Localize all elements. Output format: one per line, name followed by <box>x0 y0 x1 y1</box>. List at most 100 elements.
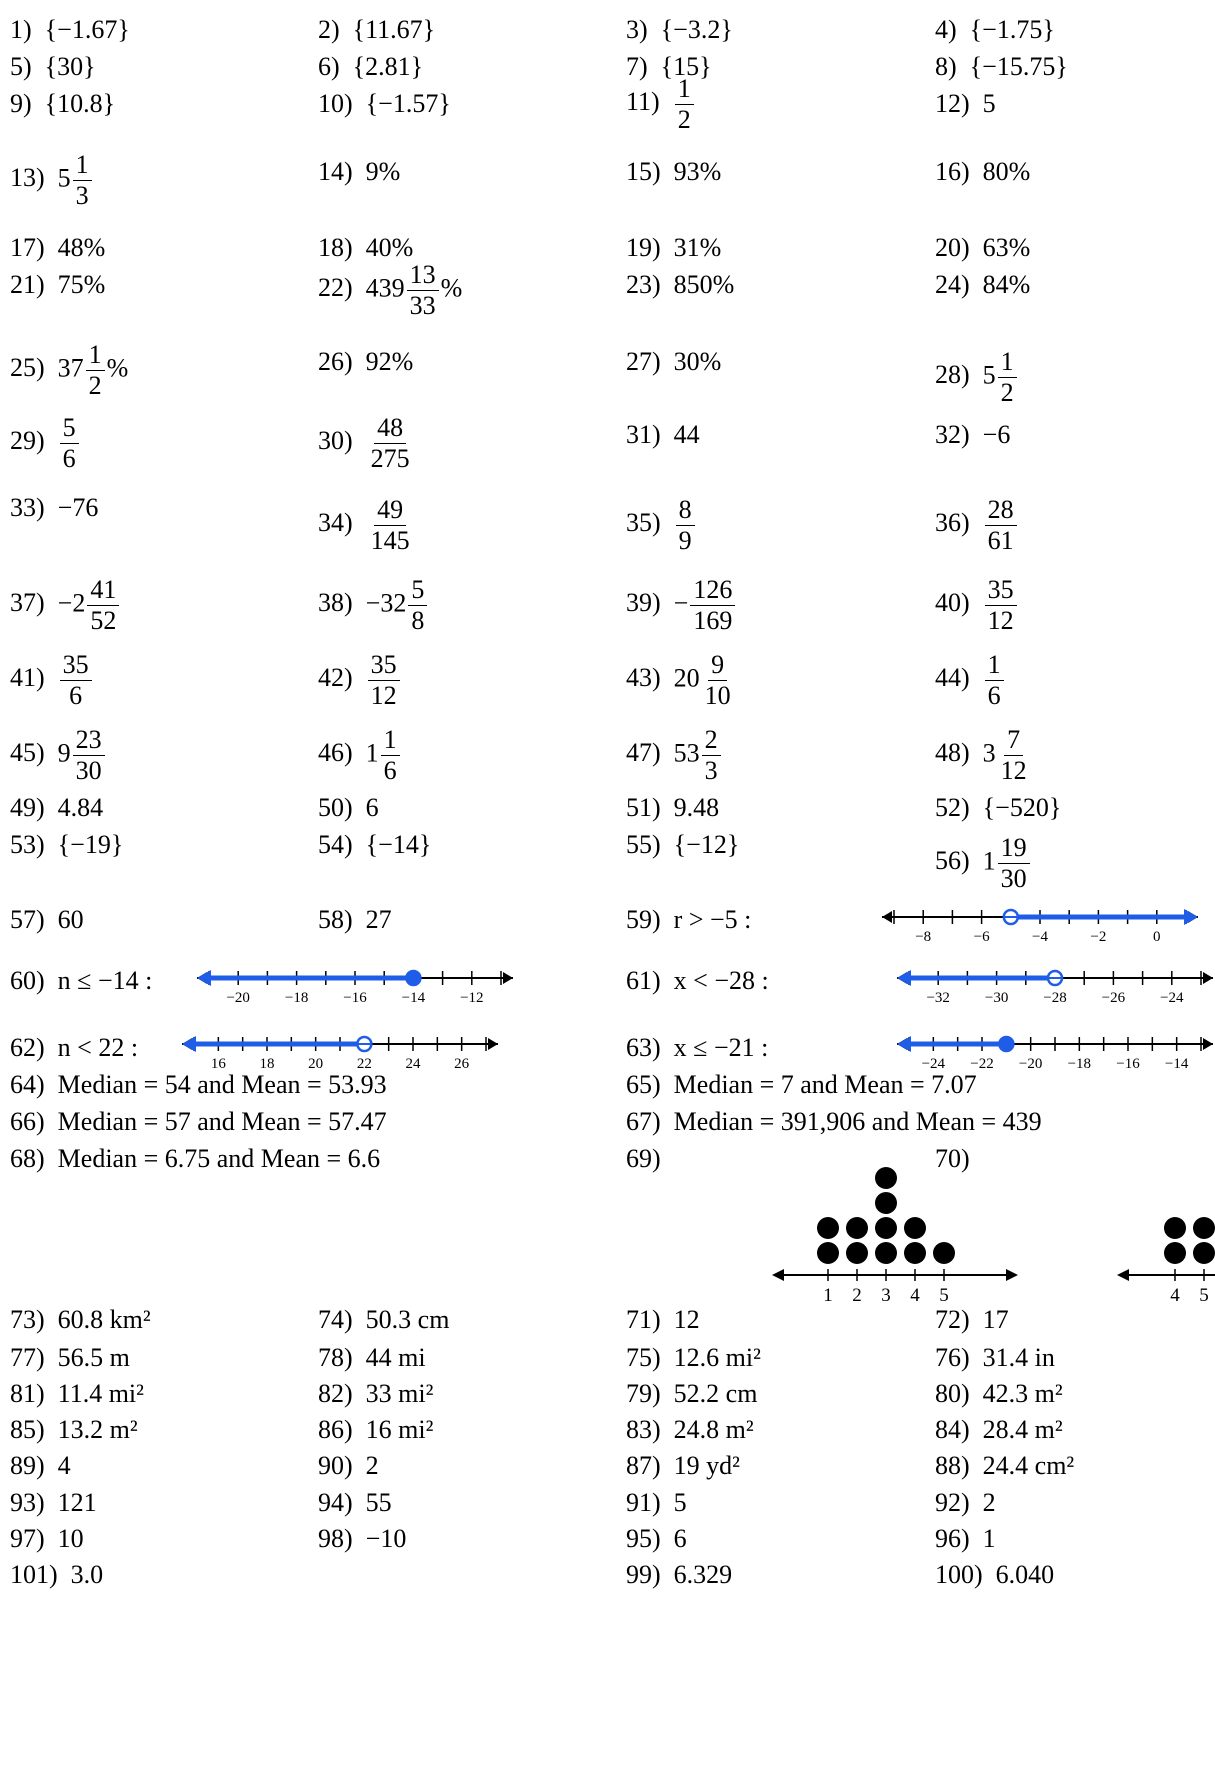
answer-number: 46) <box>318 738 353 768</box>
tick-label: −30 <box>985 990 1008 1006</box>
answer-fraction: 49 145 <box>368 495 413 556</box>
tick-label: 24 <box>406 1056 422 1072</box>
answer-number: 49) <box>10 793 45 822</box>
numerator: 5 <box>408 575 428 606</box>
answer-value: 850% <box>673 270 735 299</box>
answer-value: 19 yd² <box>673 1451 740 1480</box>
answer-value: {11.67} <box>352 15 436 44</box>
answer-fraction: 35 12 <box>984 575 1017 636</box>
answer-number: 27) <box>626 347 661 376</box>
answer-84: 84) 28.4 m² <box>935 1415 1063 1445</box>
answer-1: 1) {−1.67} <box>10 15 130 45</box>
answer-value: 50.3 cm <box>365 1305 450 1334</box>
answer-27: 27) 30% <box>626 347 721 377</box>
answer-value: 24.4 cm² <box>982 1451 1075 1480</box>
arrow-left-icon <box>772 1269 784 1281</box>
answer-value: 6 <box>365 793 379 822</box>
answer-number: 2) <box>318 15 340 44</box>
answer-value: 80% <box>982 157 1031 186</box>
answer-whole: 439 <box>365 273 405 303</box>
answer-number: 37) <box>10 588 45 618</box>
numerator: 2 <box>701 725 721 756</box>
answer-76: 76) 31.4 in <box>935 1343 1055 1373</box>
answer-value: 24.8 m² <box>673 1415 754 1444</box>
answer-value: 56.5 m <box>57 1343 130 1372</box>
answer-fraction: 13 33 <box>406 260 439 321</box>
tick-label: 18 <box>260 1056 275 1072</box>
answer-19: 19) 31% <box>626 233 721 263</box>
tick-label: −24 <box>1160 990 1184 1006</box>
numerator: 7 <box>1004 725 1024 756</box>
answer-whole: 3 <box>982 738 996 768</box>
answer-value: 33 mi² <box>365 1379 434 1408</box>
answer-36: 36) 28 61 <box>935 495 1019 556</box>
answer-number: 53) <box>10 830 45 859</box>
answer-number: 80) <box>935 1379 970 1408</box>
answer-39: 39) −126 169 <box>626 575 737 636</box>
denominator: 3 <box>75 181 89 210</box>
answer-number: 65) <box>626 1070 661 1099</box>
answer-3: 3) {−3.2} <box>626 15 733 45</box>
numerator: 1 <box>380 725 400 756</box>
answer-value: 121 <box>57 1488 97 1517</box>
number-line-63: −24 −22 −20 −18 −16 −14 <box>897 1035 1213 1072</box>
answer-value: 93% <box>673 157 722 186</box>
answer-47: 47) 53 2 3 <box>626 725 723 786</box>
arrow-right-icon <box>1203 1038 1213 1050</box>
answer-26: 26) 92% <box>318 347 413 377</box>
answer-37: 37) −2 41 52 <box>10 575 121 636</box>
answer-42: 42) 35 12 <box>318 650 402 711</box>
number-line-62: 16 18 20 22 24 26 <box>182 1035 498 1072</box>
answer-57: 57) 60 <box>10 905 84 935</box>
answer-value: 44 <box>673 420 700 449</box>
answer-fraction: 28 61 <box>984 495 1017 556</box>
tick-label: −12 <box>460 990 483 1006</box>
answer-number: 97) <box>10 1524 45 1553</box>
answer-value: {−3.2} <box>660 15 733 44</box>
arrow-right-icon <box>1203 972 1213 984</box>
answer-number: 13) <box>10 163 45 193</box>
tick-label: −2 <box>1090 929 1106 945</box>
numerator: 28 <box>984 495 1017 526</box>
numerator: 19 <box>997 833 1030 864</box>
answer-50: 50) 6 <box>318 793 379 823</box>
answer-value: 42.3 m² <box>982 1379 1063 1408</box>
answer-number: 56) <box>935 846 970 876</box>
answer-number: 94) <box>318 1488 353 1517</box>
solution-arrow-icon <box>182 1036 196 1052</box>
answer-value: 31.4 in <box>982 1343 1055 1372</box>
answer-53: 53) {−19} <box>10 830 123 860</box>
answer-number: 50) <box>318 793 353 822</box>
answer-18: 18) 40% <box>318 233 413 263</box>
numerator: 1 <box>984 650 1004 681</box>
answer-52: 52) {−520} <box>935 793 1061 823</box>
answer-whole: 1 <box>365 738 379 768</box>
answer-99: 99) 6.329 <box>626 1560 732 1590</box>
answer-23: 23) 850% <box>626 270 734 300</box>
answer-number: 64) <box>10 1070 45 1099</box>
answer-number: 6) <box>318 52 340 81</box>
answer-value: 1 <box>982 1524 996 1553</box>
answer-41: 41) 35 6 <box>10 650 94 711</box>
answer-2: 2) {11.67} <box>318 15 435 45</box>
answer-51: 51) 9.48 <box>626 793 719 823</box>
tick-label: −14 <box>1165 1056 1189 1072</box>
answer-value: Median = 57 and Mean = 57.47 <box>57 1107 387 1136</box>
answer-value: 5 <box>982 89 996 118</box>
answer-number: 18) <box>318 233 353 262</box>
answer-number: 92) <box>935 1488 970 1517</box>
numerator: 35 <box>367 650 400 681</box>
denominator: 61 <box>987 526 1014 555</box>
numerator: 8 <box>675 495 695 526</box>
answer-101: 101) 3.0 <box>10 1560 103 1590</box>
answer-number: 25) <box>10 353 45 383</box>
answer-value: 4.84 <box>57 793 104 822</box>
answer-86: 86) 16 mi² <box>318 1415 433 1445</box>
numerator: 13 <box>406 260 439 291</box>
answer-number: 16) <box>935 157 970 186</box>
